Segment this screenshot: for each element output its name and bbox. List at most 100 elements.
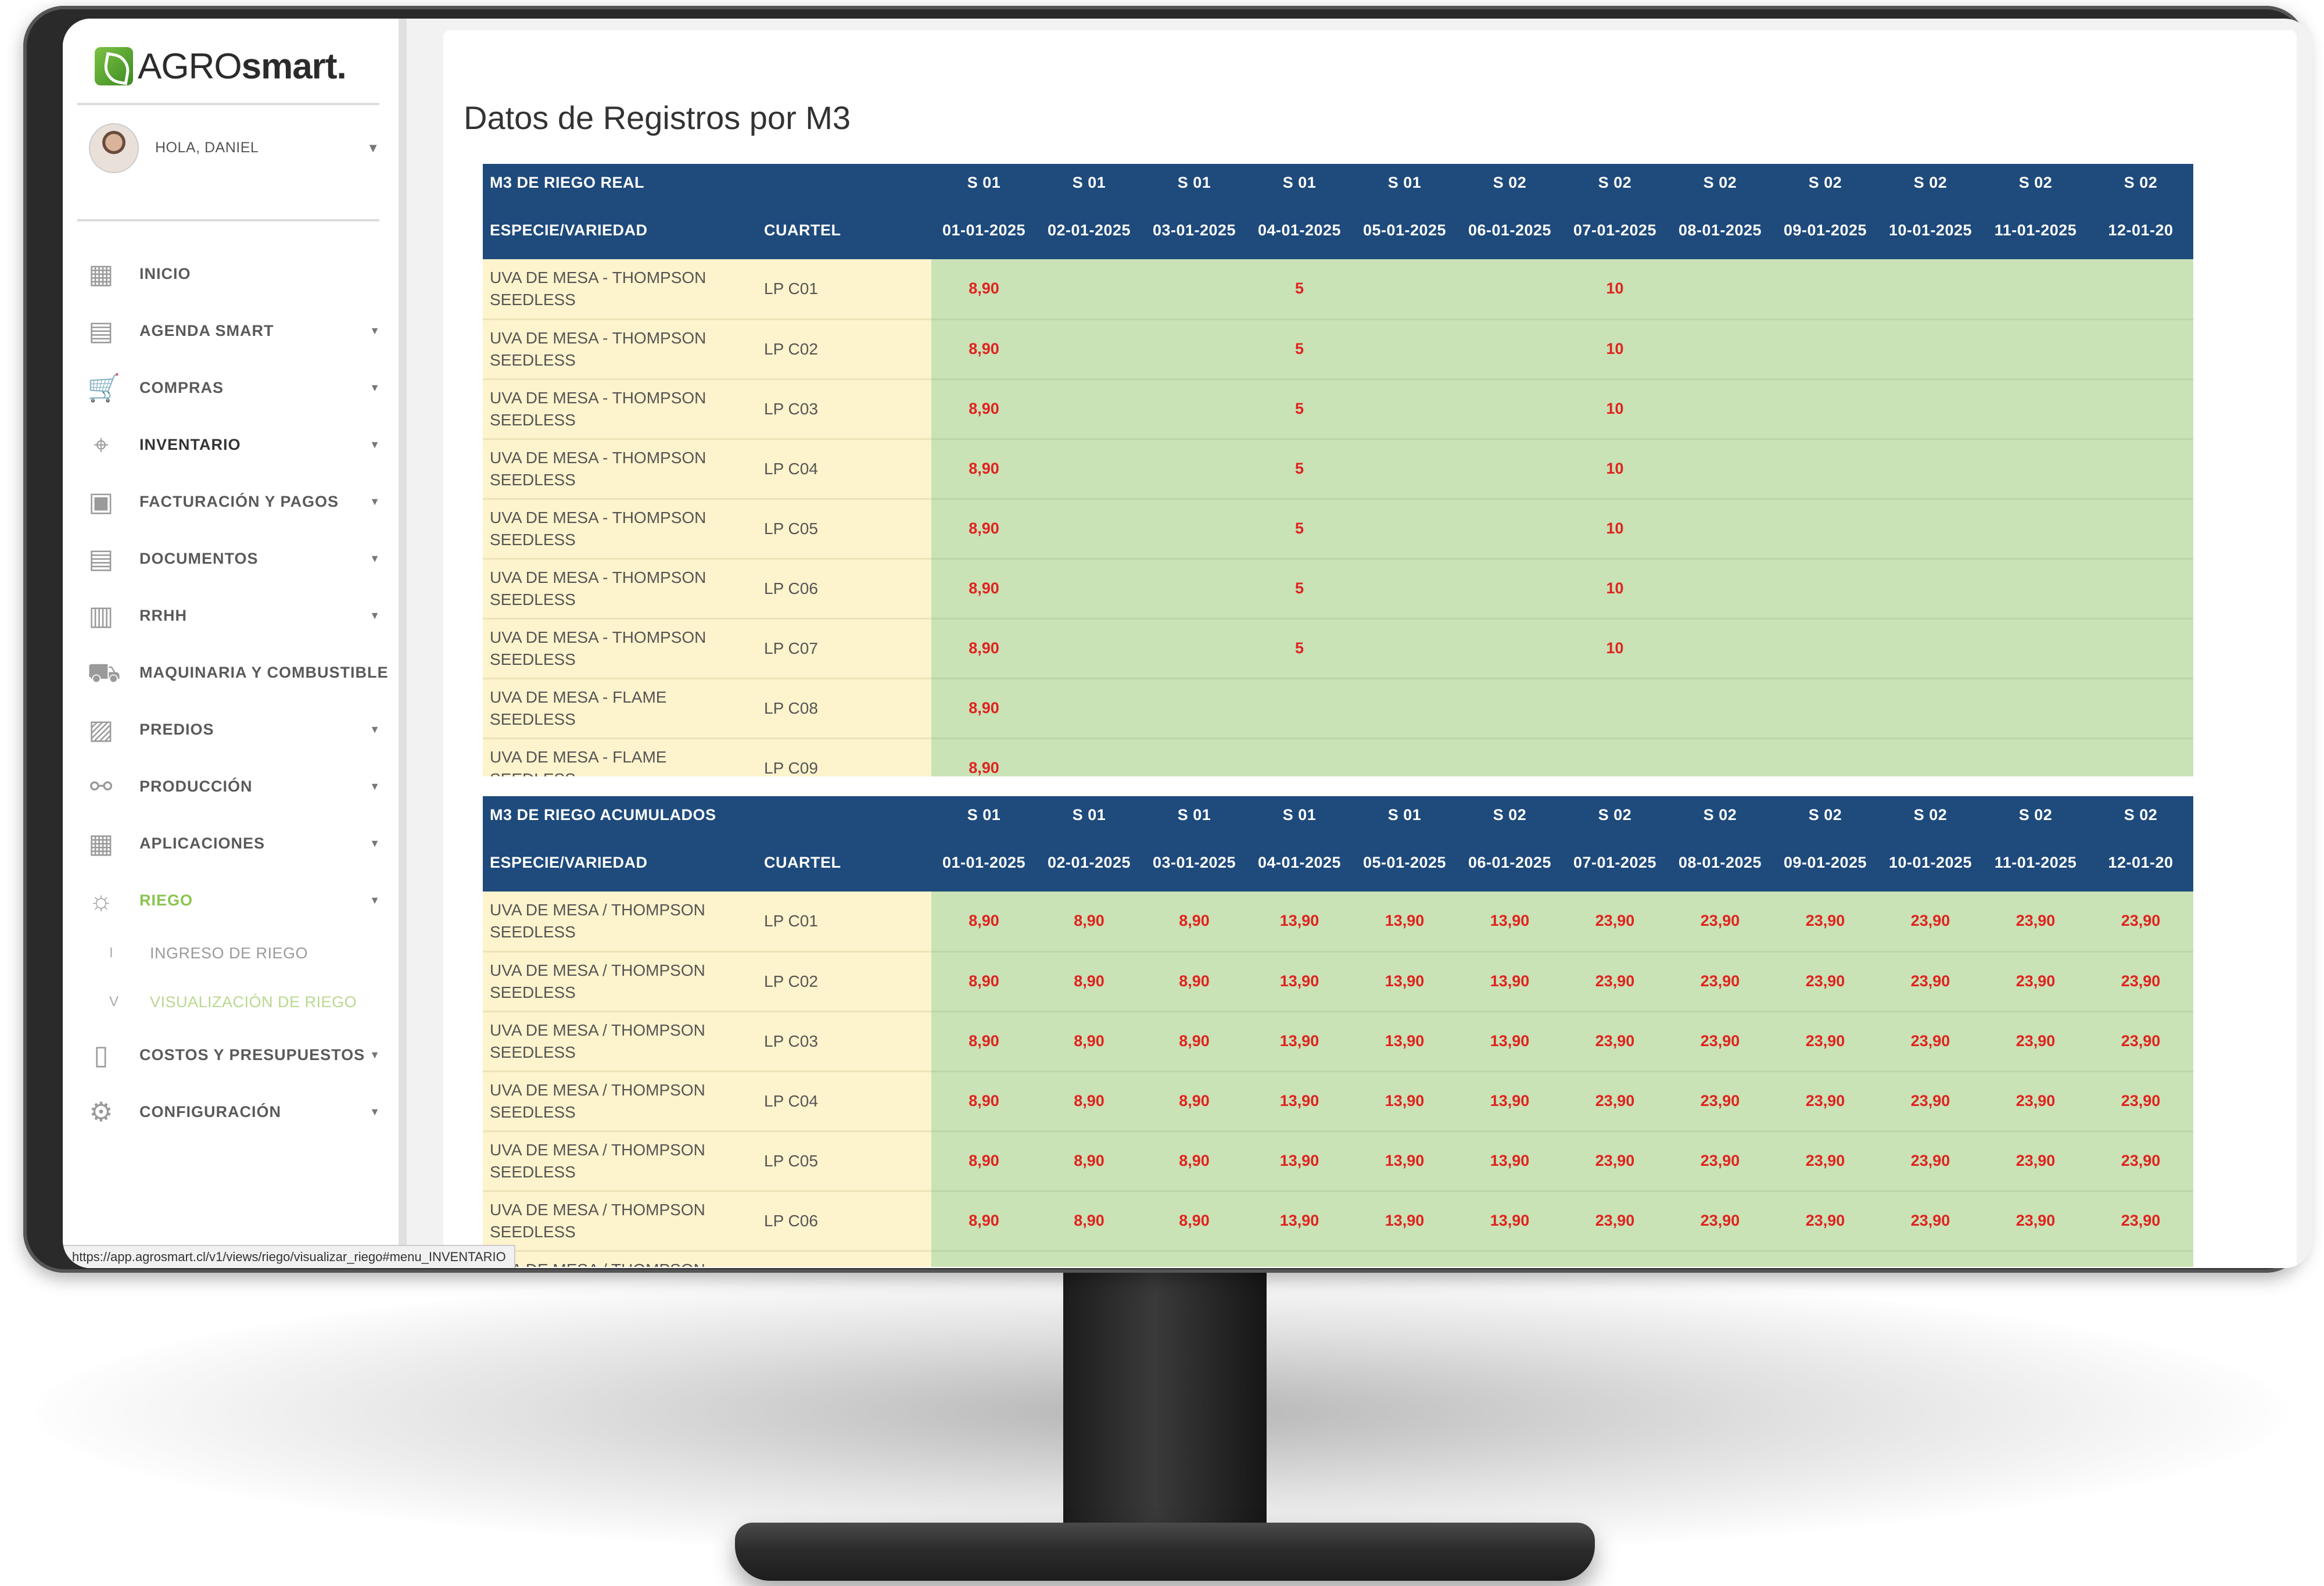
sidebar-item-inicio[interactable]: ▦ INICIO xyxy=(63,245,399,302)
cuartel-header: CUARTEL xyxy=(757,201,931,259)
sidebar-item-produccion[interactable]: ⚯ PRODUCCIÓN ▼ xyxy=(63,758,399,815)
value-cell: 23,90 xyxy=(1983,1191,2088,1252)
value-cell: 13,90 xyxy=(1247,1131,1352,1192)
agrosmart-logo[interactable]: AGROsmart. xyxy=(95,43,347,89)
cuartel-cell: LP C01 xyxy=(757,892,931,953)
value-cell: 10 xyxy=(1562,618,1667,679)
value-cell xyxy=(1667,678,1773,739)
value-cell xyxy=(2088,499,2193,560)
sidebar-item-riego[interactable]: ☼ RIEGO ▼ xyxy=(63,872,399,929)
sidebar-item-aplicaciones[interactable]: ▦ APLICACIONES ▼ xyxy=(63,815,399,872)
sidebar-item-configuracion[interactable]: ⚙ CONFIGURACIÓN ▼ xyxy=(63,1083,399,1140)
date-header: 02-01-2025 xyxy=(1037,201,1142,259)
value-cell xyxy=(1773,439,1878,500)
date-header: 08-01-2025 xyxy=(1667,201,1773,259)
value-cell xyxy=(1667,379,1773,440)
value-cell xyxy=(1667,439,1773,500)
sidebar-item-agenda-smart[interactable]: ▤ AGENDA SMART ▼ xyxy=(63,302,399,359)
value-cell: 13,90 xyxy=(1457,1191,1562,1252)
value-cell: 23,90 xyxy=(1983,1011,2088,1072)
value-cell xyxy=(1878,439,1983,500)
value-cell xyxy=(1878,738,1983,776)
value-cell xyxy=(1773,379,1878,440)
date-header: 11-01-2025 xyxy=(1983,833,2088,892)
date-header: 05-01-2025 xyxy=(1352,201,1457,259)
value-cell: 23,90 xyxy=(2088,1251,2193,1267)
value-cell xyxy=(1247,678,1352,739)
value-cell: 8,90 xyxy=(1142,1011,1247,1072)
value-cell xyxy=(1878,618,1983,679)
table-row: UVA DE MESA / THOMPSON SEEDLESS LP C02 8,9… xyxy=(483,951,2193,1012)
user-greeting: HOLA, DANIEL xyxy=(155,139,259,156)
value-cell xyxy=(1667,319,1773,380)
sidebar-item-predios[interactable]: ▨ PREDIOS ▼ xyxy=(63,701,399,758)
value-cell: 8,90 xyxy=(931,738,1037,776)
date-header: 10-01-2025 xyxy=(1878,833,1983,892)
value-cell: 13,90 xyxy=(1457,1131,1562,1192)
value-cell: 23,90 xyxy=(1983,1131,2088,1192)
value-cell: 8,90 xyxy=(931,439,1037,500)
sidebar-item-label: MAQUINARIA Y COMBUSTIBLE xyxy=(139,663,389,681)
sidebar-item-compras[interactable]: 🛒 COMPRAS ▼ xyxy=(63,359,399,416)
value-cell: 23,90 xyxy=(1878,1131,1983,1192)
value-cell: 23,90 xyxy=(1667,892,1773,953)
sidebar-item-costos-y-presupuestos[interactable]: ▯ COSTOS Y PRESUPUESTOS ▼ xyxy=(63,1026,399,1083)
date-header: 02-01-2025 xyxy=(1037,833,1142,892)
especie-cell: UVA DE MESA / THOMPSON SEEDLESS xyxy=(483,1191,757,1252)
value-cell xyxy=(1983,678,2088,739)
value-cell xyxy=(2088,618,2193,679)
especie-cell: UVA DE MESA / THOMPSON SEEDLESS xyxy=(483,1071,757,1132)
value-cell: 23,90 xyxy=(1878,892,1983,953)
status-bar-url: https://app.agrosmart.cl/v1/views/riego/… xyxy=(63,1245,515,1268)
agenda-icon: ▤ xyxy=(88,316,114,346)
sidebar-item-label: PRODUCCIÓN xyxy=(139,777,253,795)
value-cell: 8,90 xyxy=(931,319,1037,380)
cuartel-cell: LP C03 xyxy=(757,1011,931,1072)
value-cell: 8,90 xyxy=(931,1071,1037,1132)
submenu-item-riego[interactable]: V VISUALIZACIÓN DE RIEGO xyxy=(63,978,399,1026)
week-header: S 01 xyxy=(1142,796,1247,833)
sidebar-item-rrhh[interactable]: ▥ RRHH ▼ xyxy=(63,587,399,644)
value-cell xyxy=(2088,558,2193,620)
sidebar-item-inventario[interactable]: ⌖ INVENTARIO ▼ xyxy=(63,416,399,473)
value-cell xyxy=(1037,499,1142,560)
map-icon: ▨ xyxy=(88,714,114,744)
value-cell: 8,90 xyxy=(1142,1251,1247,1267)
sidebar-item-label: RIEGO xyxy=(139,891,193,909)
value-cell: 23,90 xyxy=(1562,1131,1667,1192)
caret-down-icon: ▼ xyxy=(370,1048,380,1061)
value-cell: 8,90 xyxy=(1142,1071,1247,1132)
week-header: S 01 xyxy=(931,796,1037,833)
document-icon: ▤ xyxy=(88,543,114,574)
value-cell xyxy=(1352,618,1457,679)
user-menu[interactable]: HOLA, DANIEL ▼ xyxy=(89,120,391,176)
gear-icon: ⚙ xyxy=(89,1097,113,1127)
caret-down-icon: ▼ xyxy=(370,894,380,906)
value-cell: 23,90 xyxy=(1878,1251,1983,1267)
submenu-item-riego[interactable]: I INGRESO DE RIEGO xyxy=(63,929,399,978)
leaf-logo-icon xyxy=(95,47,133,85)
sidebar-item-maquinaria-y-combustible[interactable]: ⛟ MAQUINARIA Y COMBUSTIBLE xyxy=(63,644,399,701)
week-header: S 01 xyxy=(1247,164,1352,201)
value-cell: 23,90 xyxy=(1773,1071,1878,1132)
date-header: 08-01-2025 xyxy=(1667,833,1773,892)
value-cell xyxy=(1983,319,2088,380)
value-cell xyxy=(1352,738,1457,776)
sidebar-item-documentos[interactable]: ▤ DOCUMENTOS ▼ xyxy=(63,530,399,587)
table-title: M3 DE RIEGO ACUMULADOS xyxy=(483,796,931,833)
value-cell: 5 xyxy=(1247,259,1352,320)
week-header: S 01 xyxy=(1142,164,1247,201)
value-cell xyxy=(1142,319,1247,380)
value-cell xyxy=(1037,379,1142,440)
table-row: UVA DE MESA / THOMPSON SEEDLESS LP C03 8,9… xyxy=(483,1011,2193,1072)
value-cell: 23,90 xyxy=(2088,1131,2193,1192)
value-cell: 5 xyxy=(1247,379,1352,440)
week-header: S 02 xyxy=(1773,164,1878,201)
table-riego-real: M3 DE RIEGO REAL S 01 S 01 S 01 S 01 S 01 S 02… xyxy=(483,164,2297,776)
sidebar-item-facturacion-y-pagos[interactable]: ▣ FACTURACIÓN Y PAGOS ▼ xyxy=(63,473,399,530)
cuartel-cell: LP C02 xyxy=(757,951,931,1012)
value-cell: 23,90 xyxy=(1562,1011,1667,1072)
value-cell xyxy=(1142,379,1247,440)
billing-icon: ▣ xyxy=(88,486,114,517)
